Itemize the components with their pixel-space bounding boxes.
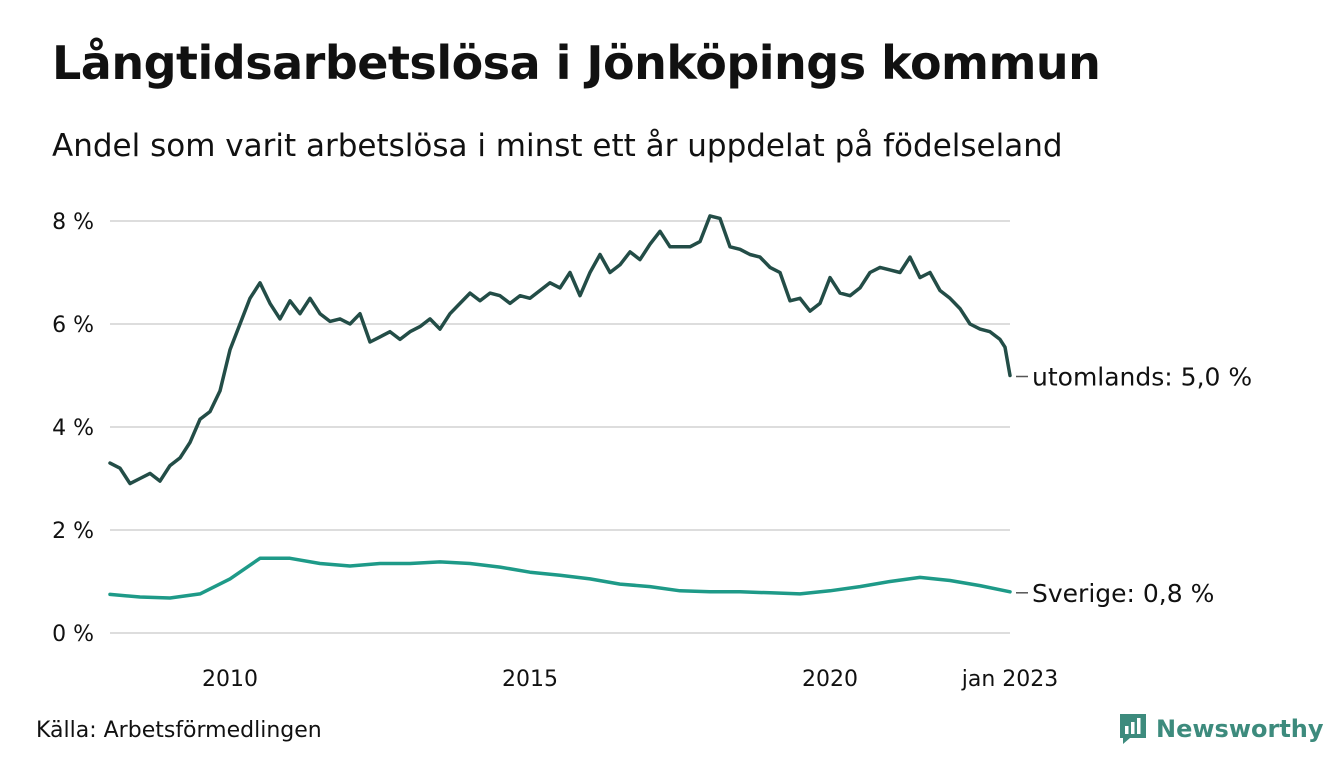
x-tick-label: 2010 (202, 667, 258, 692)
chart-subtitle: Andel som varit arbetslösa i minst ett å… (52, 128, 1063, 164)
source-note: Källa: Arbetsförmedlingen (36, 718, 322, 743)
x-tick-label: jan 2023 (961, 667, 1059, 692)
end-label-sverige: Sverige: 0,8 % (1032, 579, 1214, 608)
y-axis-ticks: 0 % 2 % 4 % 6 % 8 % (52, 210, 94, 647)
series-line-sverige (108, 556, 1012, 600)
y-tick-label: 4 % (52, 416, 94, 441)
newsworthy-icon (1120, 714, 1146, 744)
x-tick-label: 2020 (802, 667, 858, 692)
end-labels: utomlands: 5,0 % Sverige: 0,8 % (1016, 363, 1252, 608)
series-lines (108, 214, 1012, 600)
series-line-utomlands (108, 214, 1012, 486)
line-chart: 0 % 2 % 4 % 6 % 8 % 2010 2015 2020 jan 2023 uto… (52, 210, 1252, 692)
y-tick-label: 2 % (52, 519, 94, 544)
y-tick-label: 6 % (52, 313, 94, 338)
brand-logo: Newsworthy (1118, 712, 1324, 746)
y-tick-label: 8 % (52, 210, 94, 235)
grid-lines (110, 220, 1010, 634)
brand-name: Newsworthy (1156, 715, 1324, 743)
end-label-utomlands: utomlands: 5,0 % (1032, 363, 1252, 392)
y-tick-label: 0 % (52, 622, 94, 647)
chart-title: Långtidsarbetslösa i Jönköpings kommun (52, 36, 1101, 90)
x-tick-label: 2015 (502, 667, 558, 692)
x-axis-ticks: 2010 2015 2020 jan 2023 (202, 667, 1058, 692)
